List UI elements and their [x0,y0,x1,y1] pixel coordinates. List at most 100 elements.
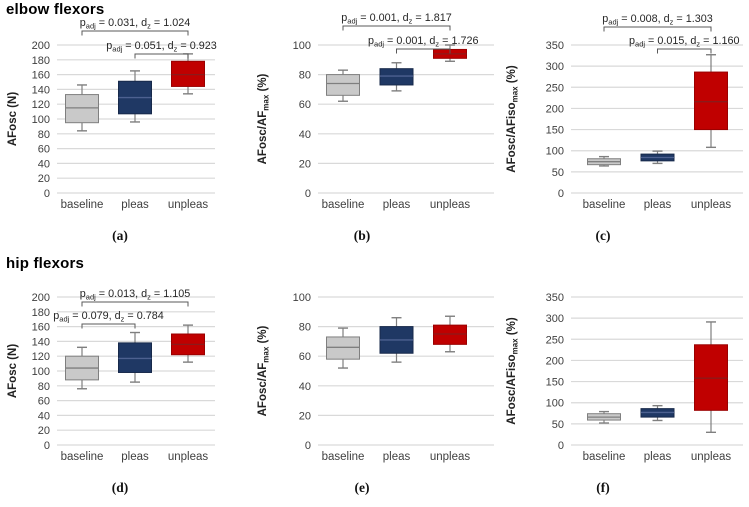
panel-letter: (b) [354,228,371,243]
y-tick-label: 200 [546,355,564,367]
category-label: baseline [322,199,365,211]
y-tick-label: 60 [299,351,311,363]
y-tick-label: 200 [32,40,50,52]
y-tick-label: 150 [546,377,564,389]
y-tick-label: 200 [32,292,50,304]
significance-bracket [81,323,136,329]
panel-letter: (e) [355,480,370,495]
y-tick-label: 180 [32,55,50,67]
category-label: unpleas [691,199,732,211]
y-tick-label: 120 [32,99,50,111]
y-tick-label: 300 [546,61,564,73]
y-tick-label: 0 [558,188,564,200]
y-axis-title: AFosc/AFmax (%) [257,73,271,164]
significance-bracket [342,25,451,31]
y-tick-label: 0 [558,440,564,452]
y-tick-label: 140 [32,336,50,348]
box-unpleas [433,324,467,345]
y-tick-label: 300 [546,313,564,325]
category-label: pleas [121,451,149,463]
y-tick-label: 100 [546,146,564,158]
significance-label: padj = 0.051, dz = 0.923 [106,40,216,54]
panel-c: 0 50 100 150 200 250 300 350 AFosc/AFisomax (%) b… [499,0,749,252]
box-pleas [379,68,414,86]
category-label: unpleas [430,199,471,211]
box-baseline [65,94,99,124]
significance-label: padj = 0.008, dz = 1.303 [602,13,712,27]
significance-bracket [657,48,712,54]
significance-bracket [81,301,189,307]
y-tick-label: 20 [299,410,311,422]
y-tick-label: 100 [293,40,311,52]
y-tick-label: 0 [44,440,50,452]
significance-label: padj = 0.079, dz = 0.784 [53,310,163,324]
significance-label: padj = 0.001, dz = 1.726 [368,35,478,49]
y-tick-label: 140 [32,84,50,96]
row-title-elbow-flexors: elbow flexors [6,1,105,18]
y-tick-label: 40 [299,381,311,393]
category-label: unpleas [691,451,732,463]
significance-bracket [603,26,712,32]
y-tick-label: 160 [32,70,50,82]
y-tick-label: 60 [38,396,50,408]
box-baseline [326,336,360,360]
significance-label: padj = 0.013, dz = 1.105 [80,288,190,302]
panel-letter: (f) [596,480,610,495]
panel-f: 0 50 100 150 200 250 300 350 AFosc/AFisomax (%) b… [499,252,749,504]
y-tick-label: 80 [299,70,311,82]
panel-letter: (a) [112,228,128,243]
category-label: baseline [583,451,626,463]
panel-d-plot: 0 20 40 60 80 100 120 140 160 180 200 AFosc (N) base… [7,288,215,495]
box-pleas [118,342,152,373]
y-tick-label: 100 [32,366,50,378]
y-tick-label: 80 [299,322,311,334]
panel-b: 0 20 40 60 80 100 AFosc/AFmax (%) baseline pleas… [250,0,500,252]
significance-label: padj = 0.031, dz = 1.024 [80,17,190,31]
y-tick-label: 0 [305,188,311,200]
y-tick-label: 100 [32,114,50,126]
y-tick-label: 250 [546,82,564,94]
panel-c-plot: 0 50 100 150 200 250 300 350 AFosc/AFisomax (%) b… [506,13,743,243]
panel-a-plot: 0 20 40 60 80 100 120 140 160 180 200 AFosc (N) base… [7,17,217,243]
box-baseline [326,74,360,96]
y-tick-label: 150 [546,125,564,137]
category-label: pleas [383,451,411,463]
y-tick-label: 250 [546,334,564,346]
panel-a: 0 20 40 60 80 100 120 140 160 180 200 AFosc (N) base… [0,0,250,252]
panel-d: 0 20 40 60 80 100 120 140 160 180 200 AFosc (N) base… [0,252,250,504]
y-axis-title: AFosc/AFisomax (%) [506,317,520,425]
category-label: unpleas [168,451,209,463]
significance-label: padj = 0.015, dz = 1.160 [629,35,739,49]
y-tick-label: 180 [32,307,50,319]
y-tick-label: 350 [546,40,564,52]
significance-bracket [396,48,451,54]
y-tick-label: 40 [38,410,50,422]
y-tick-label: 20 [38,425,50,437]
y-axis-title: AFosc/AFmax (%) [257,325,271,416]
box-unpleas [171,60,205,87]
category-label: baseline [61,451,104,463]
panel-b-plot: 0 20 40 60 80 100 AFosc/AFmax (%) baseline pleas… [257,12,494,243]
category-label: unpleas [430,451,471,463]
y-axis-title: AFosc/AFisomax (%) [506,65,520,173]
category-label: baseline [322,451,365,463]
panel-f-plot: 0 50 100 150 200 250 300 350 AFosc/AFisomax (%) b… [506,292,743,495]
y-tick-label: 0 [44,188,50,200]
category-label: baseline [583,199,626,211]
y-tick-label: 80 [38,381,50,393]
y-tick-label: 160 [32,322,50,334]
category-label: baseline [61,199,104,211]
y-tick-label: 200 [546,103,564,115]
y-axis-title: AFosc (N) [7,344,19,398]
y-tick-label: 60 [38,144,50,156]
panel-e: 0 20 40 60 80 100 AFosc/AFmax (%) baseline pleas… [250,252,500,504]
y-tick-label: 80 [38,129,50,141]
row-title-hip-flexors: hip flexors [6,255,85,272]
y-tick-label: 20 [299,158,311,170]
y-tick-label: 20 [38,173,50,185]
category-label: pleas [644,199,672,211]
y-tick-label: 50 [552,167,564,179]
significance-label: padj = 0.001, dz = 1.817 [341,12,451,26]
category-label: pleas [121,199,149,211]
y-tick-label: 40 [38,158,50,170]
